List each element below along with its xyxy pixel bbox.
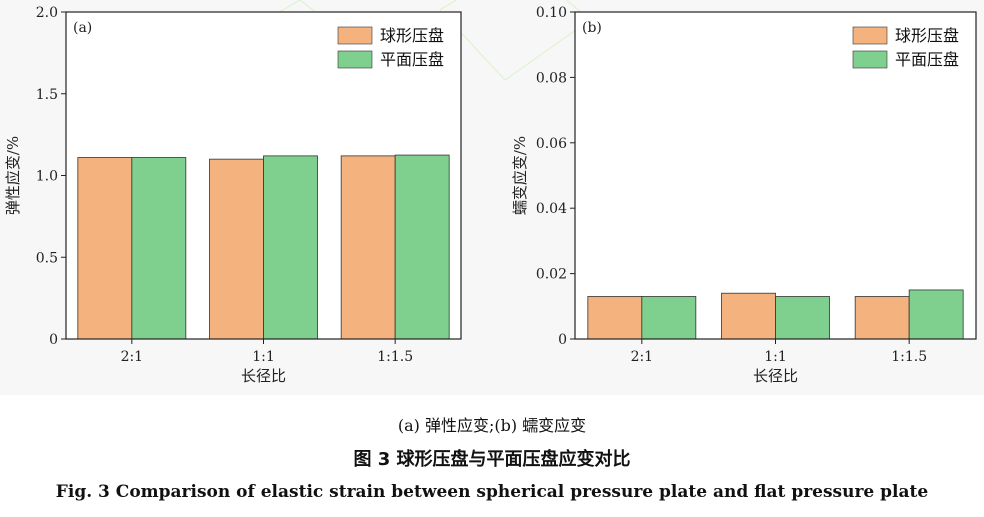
x-tick-label: 1:1.5 [891,349,927,365]
x-tick-label: 2:1 [121,349,144,365]
y-tick-label: 0.5 [36,250,58,266]
subfigure-caption: (a) 弹性应变;(b) 蠕变应变 [397,416,587,435]
x-tick-label: 2:1 [631,349,654,365]
y-tick-label: 1.5 [36,87,58,103]
panel-label: (a) [73,20,92,36]
legend-swatch [852,50,888,69]
panel-label: (b) [582,20,602,36]
chart-panel-b: 0 0.02 0.04 0.06 0.08 0.10 2:1 1:1 1:1.5 (b) 球形压盘平… [511,5,977,385]
legend-swatch [337,50,373,69]
bar-flat [263,155,318,340]
bar-flat [775,296,830,340]
x-tick-label: 1:1 [252,349,275,365]
bar-spherical [340,155,396,340]
y-tick-label: 0.04 [536,201,567,217]
legend-label: 球形压盘 [380,26,444,45]
legend-label: 平面压盘 [380,50,444,69]
y-axis-label: 弹性应变/% [4,136,22,215]
figure-caption-chinese: 图 3 球形压盘与平面压盘应变对比 [353,449,631,470]
x-axis-label: 长径比 [753,367,798,385]
y-tick-label: 2.0 [36,5,58,21]
y-tick-label: 1.0 [36,169,58,185]
x-axis-label: 长径比 [241,367,286,385]
bar-spherical [854,296,910,340]
legend-label: 平面压盘 [895,50,959,69]
figure-caption-english: Fig. 3 Comparison of elastic strain betw… [55,482,929,502]
x-tick-label: 1:1.5 [377,349,413,365]
legend-swatch [852,26,888,45]
plot-frame [574,11,977,340]
bar-flat [908,289,964,340]
y-tick-label: 0.08 [536,70,567,86]
y-tick-label: 0.10 [536,5,567,21]
legend-swatch [337,26,373,45]
figure-area: 0 0.5 1.0 1.5 2.0 2:1 1:1 1:1.5 (a) 球形压盘平面压盘长径比 弹性… [4,0,977,385]
y-tick-label: 0 [558,332,567,348]
bar-spherical [77,157,133,340]
legend-label: 球形压盘 [895,26,959,45]
y-tick-label: 0 [49,332,58,348]
bar-flat [394,154,450,340]
y-axis-label: 蠕变应变/% [511,136,529,215]
x-tick-label: 1:1 [764,349,787,365]
bar-flat [641,296,697,340]
bar-flat [131,157,187,340]
bar-spherical [587,296,643,340]
plot-frame [65,11,462,340]
bar-spherical [721,292,776,340]
bar-spherical [209,158,264,340]
plot-area [575,12,976,339]
y-tick-label: 0.06 [536,136,567,152]
y-tick-label: 0.02 [536,267,567,283]
